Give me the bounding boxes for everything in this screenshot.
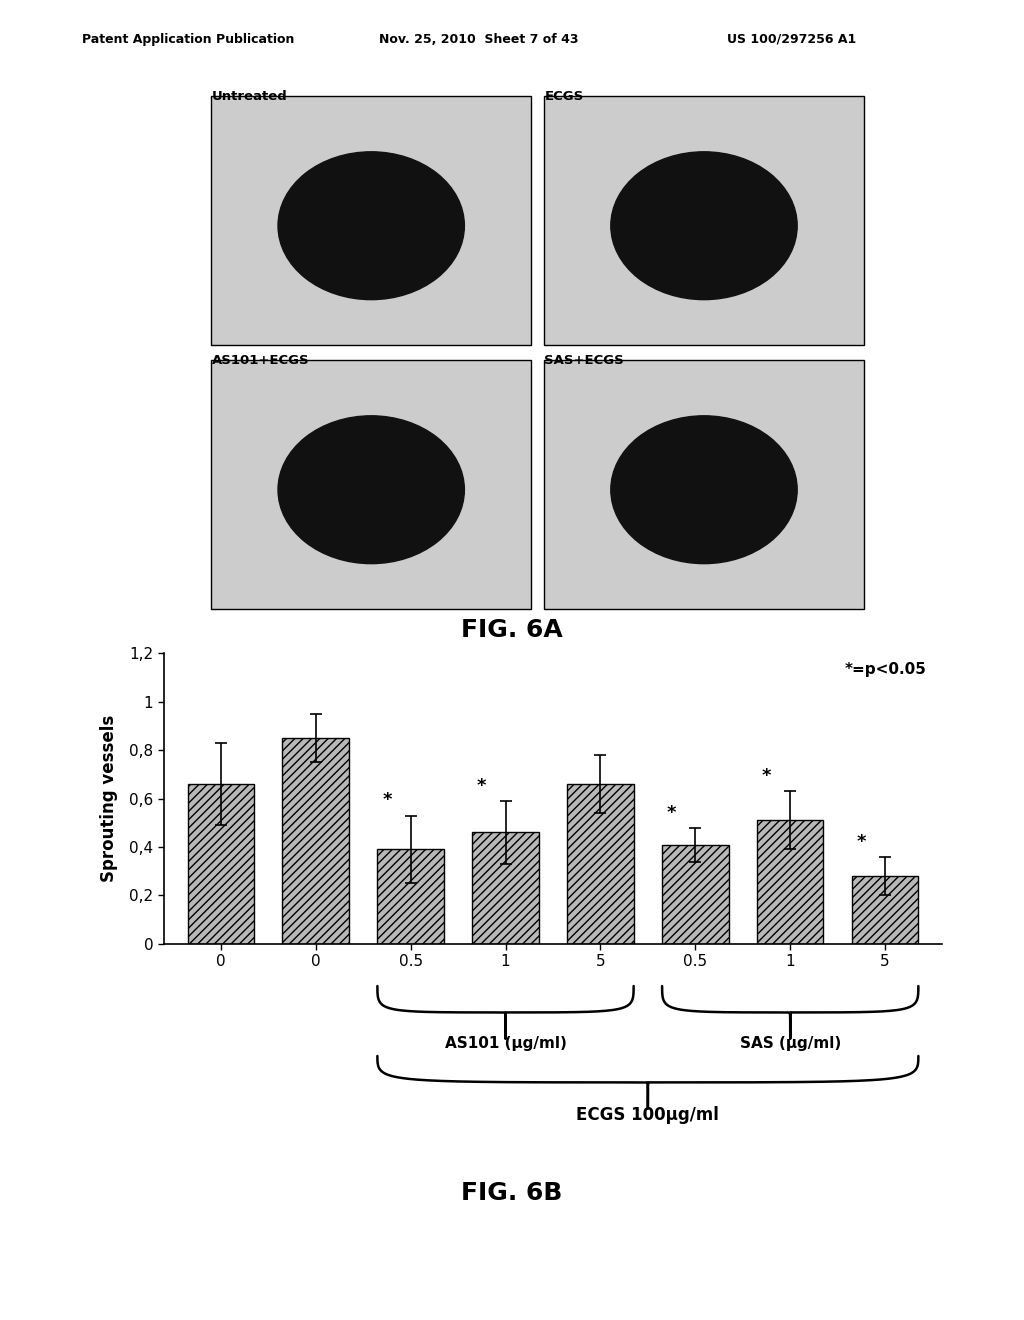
Text: FIG. 6B: FIG. 6B [462,1181,562,1205]
Text: SAS+ECGS: SAS+ECGS [545,354,624,367]
Bar [472,833,539,944]
Text: *: * [477,777,486,795]
Text: AS101 (µg/ml): AS101 (µg/ml) [444,1036,566,1051]
Text: AS101+ECGS: AS101+ECGS [212,354,309,367]
Text: Patent Application Publication: Patent Application Publication [82,33,294,46]
Circle shape [610,152,798,300]
Text: *: * [762,767,771,785]
Bar [187,784,254,944]
Text: *: * [667,804,676,821]
Circle shape [279,416,465,564]
Bar [852,876,919,944]
Y-axis label: Sprouting vessels: Sprouting vessels [100,715,118,882]
Bar [663,845,728,944]
Text: US 100/297256 A1: US 100/297256 A1 [727,33,856,46]
FancyBboxPatch shape [545,96,864,345]
Bar [378,850,443,944]
Circle shape [279,152,465,300]
Text: ECGS 100µg/ml: ECGS 100µg/ml [577,1106,719,1125]
Bar [283,738,349,944]
Text: FIG. 6A: FIG. 6A [461,618,563,642]
Text: ECGS: ECGS [545,90,584,103]
FancyBboxPatch shape [212,360,531,609]
Bar [757,820,823,944]
Text: Untreated: Untreated [212,90,287,103]
Text: *: * [857,833,866,850]
Text: *: * [382,792,391,809]
Text: Nov. 25, 2010  Sheet 7 of 43: Nov. 25, 2010 Sheet 7 of 43 [379,33,579,46]
Bar [567,784,634,944]
FancyBboxPatch shape [212,96,531,345]
Text: SAS (µg/ml): SAS (µg/ml) [739,1036,841,1051]
Circle shape [610,416,798,564]
Text: *=p<0.05: *=p<0.05 [845,663,927,677]
FancyBboxPatch shape [545,360,864,609]
